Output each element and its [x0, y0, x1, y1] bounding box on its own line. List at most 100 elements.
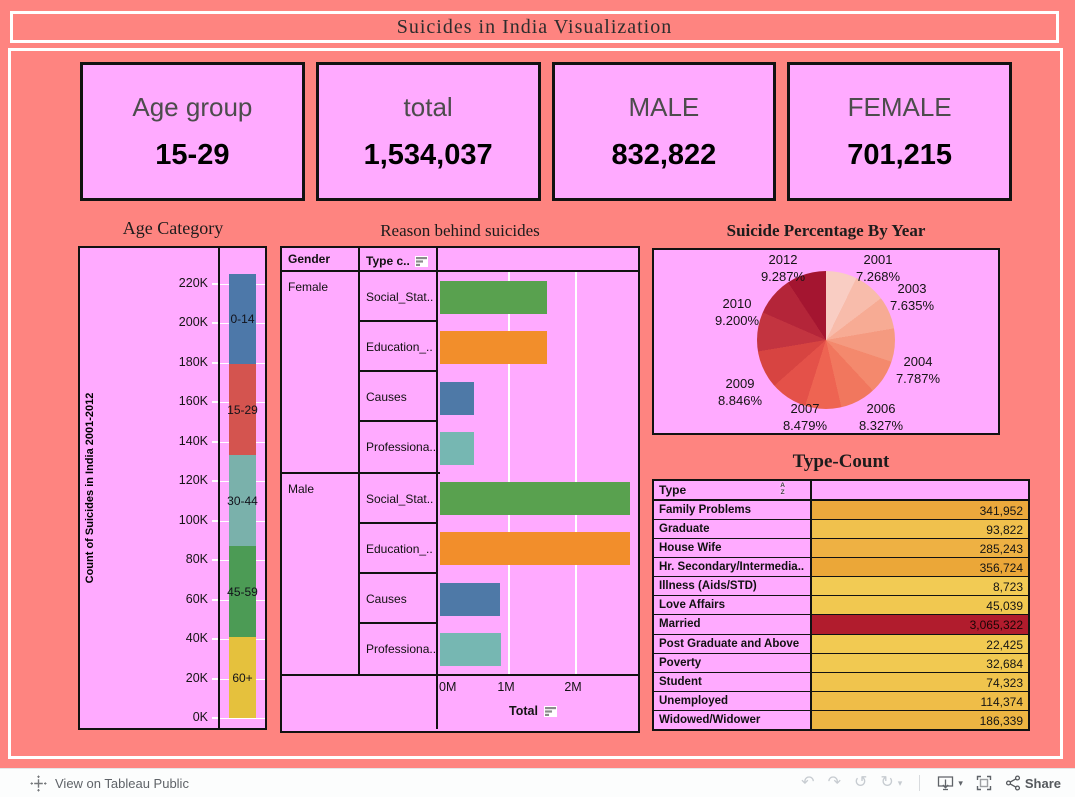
sort-descending-icon[interactable]: [414, 255, 428, 267]
type-header-label: Type: [659, 483, 687, 497]
download-button[interactable]: ▾: [937, 775, 963, 791]
y-tick-label: 20K: [185, 670, 208, 685]
pie-label-pct: 8.327%: [858, 417, 904, 433]
table-rows: Family Problems 341,952 Graduate 93,822 Hous…: [654, 501, 1028, 729]
fullscreen-button[interactable]: [976, 775, 992, 791]
bar-segment-45-59[interactable]: 45-59: [227, 546, 258, 638]
table-row[interactable]: Love Affairs 45,039: [654, 596, 1028, 616]
view-on-tableau-public-label: View on Tableau Public: [55, 775, 189, 791]
reason-bar-female-4[interactable]: [440, 431, 475, 465]
type-column-header[interactable]: Type c..: [360, 248, 438, 270]
reason-bar-male-2[interactable]: [440, 532, 631, 566]
tick-mark: [212, 717, 218, 719]
age-chart: Count of Suicides in India 2001-2012 0K 2…: [78, 246, 267, 730]
x-tick-label: 1M: [497, 680, 515, 694]
tick-mark: [212, 361, 218, 364]
table-row[interactable]: Widowed/Widower 186,339: [654, 710, 1028, 729]
bar-segment-15-29[interactable]: 15-29: [227, 364, 258, 456]
count-cell: 8,723: [812, 577, 1028, 596]
table-row[interactable]: Illness (Aids/STD) 8,723: [654, 577, 1028, 597]
pie[interactable]: [757, 271, 895, 409]
table-row[interactable]: Married 3,065,322: [654, 615, 1028, 635]
type-column-header-label: Type c..: [366, 254, 410, 268]
y-tick-label: 200K: [178, 315, 208, 329]
kpi-value: 832,822: [611, 138, 717, 171]
count-cell: 74,323: [812, 672, 1028, 691]
fullscreen-icon: [976, 775, 992, 791]
revert-button[interactable]: ↺: [853, 774, 868, 791]
gridline: [575, 272, 577, 674]
bar-segment-label: 60+: [232, 670, 253, 685]
bar-segment-label: 15-29: [227, 402, 258, 417]
tick-mark: [212, 598, 218, 601]
kpi-label: MALE: [628, 91, 700, 122]
reason-bar-female-3[interactable]: [440, 381, 475, 415]
kpi-label: total: [403, 91, 453, 122]
count-header-cell: [812, 481, 1028, 499]
bar-segment-30-44[interactable]: 30-44: [227, 455, 258, 547]
kpi-card-total[interactable]: total 1,534,037: [315, 62, 541, 201]
reason-chart: Gender Type c.. Female Social_Stat.. Educa…: [280, 246, 640, 733]
type-cell-label: Family Problems: [654, 501, 812, 520]
x-tick-label: 2M: [564, 680, 582, 694]
type-cell-label: Widowed/Widower: [654, 710, 812, 729]
age-chart-title: Age Category: [122, 218, 224, 238]
tableau-logo-icon: [30, 775, 47, 791]
redo-button[interactable]: ↷: [827, 774, 841, 791]
table-row[interactable]: Graduate 93,822: [654, 520, 1028, 540]
age-axis-line: [218, 248, 220, 728]
bar-segment-60+[interactable]: 60+: [229, 637, 256, 718]
table-row[interactable]: Post Graduate and Above 22,425: [654, 634, 1028, 654]
reason-bar-male-1[interactable]: [440, 482, 630, 515]
gridline: [508, 272, 510, 674]
type-cell-label: Married: [654, 615, 812, 634]
bar-segment-label: 0-14: [230, 312, 255, 327]
sort-descending-icon[interactable]: [543, 705, 557, 717]
kpi-card-female[interactable]: FEMALE 701,215: [787, 62, 1012, 201]
reason-bar-male-4[interactable]: [440, 632, 501, 666]
undo-button[interactable]: ↶: [801, 774, 815, 791]
bar-segment-0-14[interactable]: 0-14: [229, 273, 256, 365]
reason-bar-female-1[interactable]: [440, 281, 547, 314]
reason-bar-female-2[interactable]: [440, 331, 547, 365]
table-row[interactable]: Poverty 32,684: [654, 653, 1028, 673]
pie-label-2003: 2003 7.635%: [890, 281, 934, 314]
pie-label-year: 2010: [722, 296, 752, 311]
count-cell: 22,425: [812, 634, 1028, 653]
share-button[interactable]: Share: [1005, 775, 1061, 791]
pie-label-year: 2009: [725, 376, 755, 391]
gender-column-header: Gender: [282, 248, 360, 270]
reason-bar-male-3[interactable]: [440, 582, 501, 616]
count-cell: 32,684: [812, 653, 1028, 672]
gender-block-female: Female Social_Stat.. Education_.. Causes Pro…: [282, 272, 440, 474]
reason-chart-title: Reason behind suicides: [380, 221, 540, 240]
table-row[interactable]: Unemployed 114,374: [654, 691, 1028, 711]
pie-label-pct: 7.787%: [895, 370, 941, 386]
view-on-tableau-public-button[interactable]: View on Tableau Public: [30, 775, 189, 792]
x-axis-title[interactable]: Total: [509, 704, 557, 718]
kpi-card-age-group[interactable]: Age group 15-29: [80, 62, 305, 201]
tick-mark: [212, 401, 218, 403]
refresh-button[interactable]: ↻ ▾: [880, 775, 902, 791]
bar-segment-label: 45-59: [227, 584, 258, 599]
tick-mark: [212, 559, 218, 561]
type-cell: Education_..: [360, 322, 436, 372]
reason-x-axis: 0M 1M 2M Total: [282, 674, 638, 729]
pie-label-2007: 2007 8.479%: [783, 401, 827, 434]
table-row[interactable]: Family Problems 341,952: [654, 501, 1028, 521]
type-cell: Education_..: [360, 524, 436, 574]
table-row[interactable]: House Wife 285,243: [654, 539, 1028, 559]
pie-label-pct: 9.200%: [714, 312, 760, 328]
table-row[interactable]: Hr. Secondary/Intermedia.. 356,724: [654, 558, 1028, 578]
y-tick-label: 220K: [178, 275, 208, 290]
pie-label-2001: 2001 7.268%: [856, 252, 900, 285]
kpi-card-male[interactable]: MALE 832,822: [551, 62, 777, 201]
age-y-axis-label: Count of Suicides in India 2001-2012: [84, 392, 96, 584]
table-row[interactable]: Student 74,323: [654, 672, 1028, 692]
pie-chart-title: Suicide Percentage By Year: [726, 221, 926, 240]
type-cell: Causes: [360, 372, 436, 422]
y-tick-label: 140K: [178, 433, 208, 448]
